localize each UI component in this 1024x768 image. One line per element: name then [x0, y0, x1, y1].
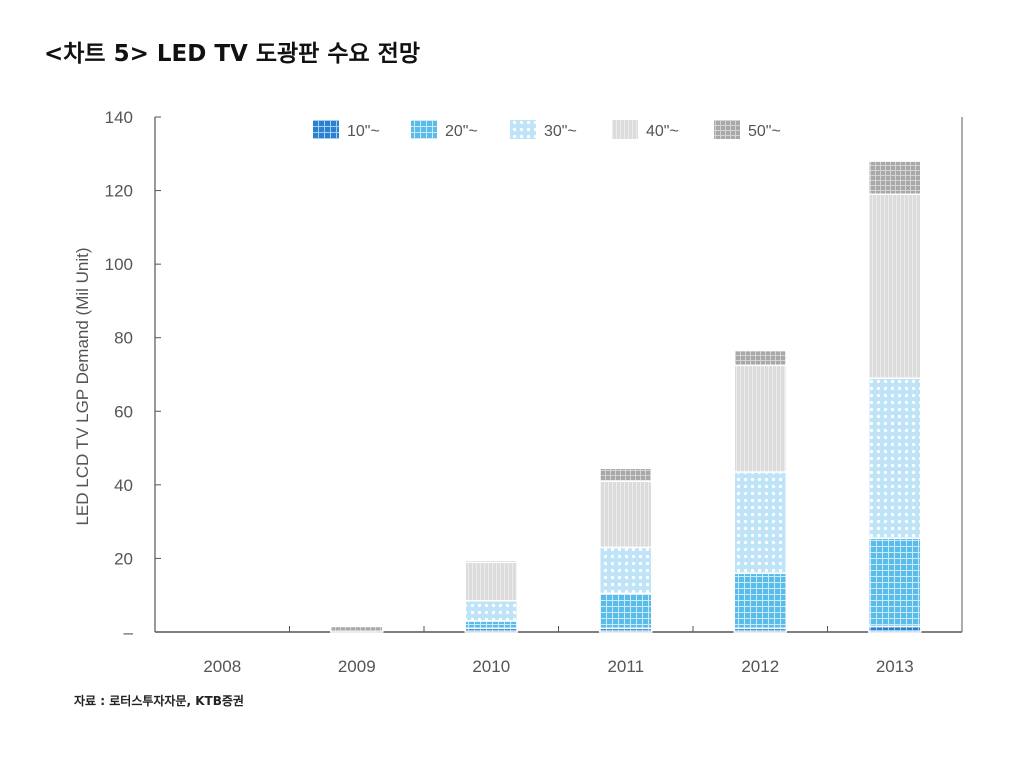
legend-label-3: 40"~ [646, 123, 679, 140]
bar-segment-2013-series-3 [868, 193, 922, 379]
bar-segment-2010-series-1 [464, 620, 518, 630]
x-tick-label: 2009 [338, 657, 376, 676]
x-tick-label: 2008 [203, 657, 241, 676]
x-tick-label: 2013 [876, 657, 914, 676]
legend-swatch-0 [313, 120, 339, 139]
x-tick-label: 2010 [472, 657, 510, 676]
y-tick-label: 60 [114, 402, 133, 421]
y-axis-label: LED LCD TV LGP Demand (Mil Unit) [73, 247, 92, 525]
y-axis-label-group: LED LCD TV LGP Demand (Mil Unit) [73, 247, 92, 525]
bar-segment-2012-series-1 [733, 572, 787, 630]
bar-segment-2009-series-4 [330, 625, 384, 633]
legend-label-1: 20"~ [445, 123, 478, 140]
chart-legend: 10"~ 20"~ 30"~ 40"~ 50"~ [313, 120, 781, 140]
legend-swatch-2 [510, 120, 536, 139]
legend-swatch-3 [612, 120, 638, 139]
bar-segment-2011-series-3 [599, 480, 653, 549]
bar-segment-2012-series-4 [733, 349, 787, 367]
bar-segment-2010-series-4 [464, 559, 518, 563]
x-tick-label: 2011 [607, 657, 644, 676]
legend-swatch-4 [714, 120, 740, 139]
y-tick-label: 20 [114, 549, 133, 568]
legend-label-0: 10"~ [347, 123, 380, 140]
y-tick-label: – [124, 623, 134, 642]
y-tick-label: 80 [114, 329, 133, 348]
chart-axes: – 20 40 60 80 100 120 140 2008 2009 2010 2011 2012 20… [105, 108, 963, 676]
bar-segment-2011-series-2 [599, 546, 653, 595]
x-tick-label: 2012 [741, 657, 779, 676]
legend-label-2: 30"~ [544, 123, 577, 140]
y-tick-label: 140 [105, 108, 133, 127]
legend-label-4: 50"~ [748, 123, 781, 140]
bar-segment-2010-series-3 [464, 561, 518, 602]
bar-segment-2011-series-4 [599, 467, 653, 482]
bar-segment-2013-series-0 [868, 625, 922, 633]
bar-segment-2013-series-2 [868, 377, 922, 539]
y-tick-label: 40 [114, 476, 133, 495]
bar-segment-2012-series-2 [733, 471, 787, 574]
bar-segment-2013-series-4 [868, 160, 922, 195]
bar-segment-2013-series-1 [868, 537, 922, 628]
chart-title: <차트 5> LED TV 도광판 수요 전망 [44, 41, 420, 67]
bar-segment-2012-series-3 [733, 364, 787, 473]
legend-swatch-1 [411, 120, 437, 139]
chart-bars [330, 160, 922, 633]
y-tick-label: 120 [105, 182, 133, 201]
bar-segment-2010-series-2 [464, 599, 518, 622]
bar-segment-2011-series-1 [599, 592, 653, 630]
y-tick-label: 100 [105, 255, 133, 274]
source-note: 자료 : 로터스투자자문, KTB증권 [74, 694, 244, 708]
